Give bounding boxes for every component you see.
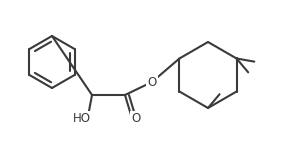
Text: O: O: [147, 75, 156, 89]
Text: HO: HO: [73, 111, 91, 124]
Text: O: O: [131, 111, 141, 124]
